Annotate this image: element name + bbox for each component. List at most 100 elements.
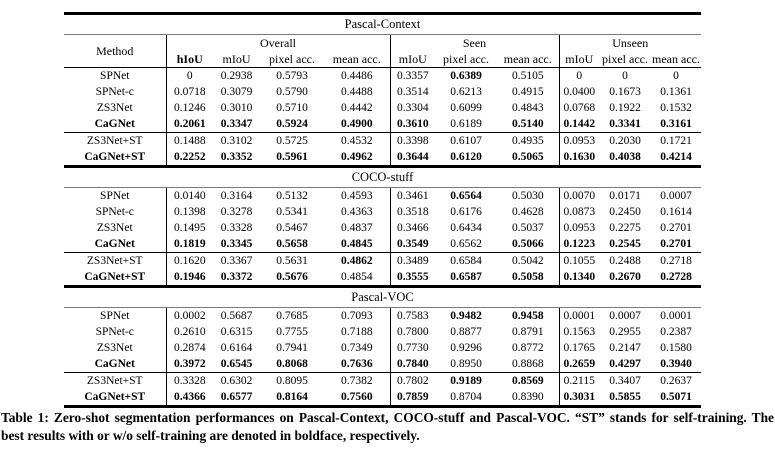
- value-cell: 0.2545: [609, 237, 641, 250]
- method-cell: CaGNet+ST: [64, 389, 167, 407]
- column-header: mIoU: [390, 51, 435, 68]
- value-cell: 0.6302: [213, 372, 260, 389]
- value-cell: 0.0768: [563, 101, 596, 114]
- column-header: mean acc.: [651, 51, 701, 68]
- value-cell: 0.4442: [324, 100, 391, 116]
- value-cell: 0.9189: [435, 372, 497, 389]
- value-cell: 0.1580: [660, 341, 692, 354]
- value-cell: 0.3407: [599, 372, 651, 389]
- value-cell: 0.1488: [166, 132, 213, 149]
- value-cell: 0.6176: [450, 205, 482, 218]
- value-cell: 0.1340: [563, 270, 596, 283]
- value-cell: 0.1223: [563, 237, 596, 250]
- group-label: Seen: [390, 34, 560, 51]
- section-title: Pascal-Context: [64, 12, 701, 35]
- column-header: mean acc.: [324, 51, 391, 68]
- value-cell: 0.4915: [497, 84, 560, 100]
- value-cell: 0.5855: [609, 390, 641, 403]
- value-cell: 0.2670: [609, 270, 641, 283]
- value-cell: 0.4593: [324, 187, 391, 204]
- value-cell: 0.9482: [450, 309, 482, 322]
- value-cell: 0.3398: [390, 132, 435, 149]
- value-cell: 0.0873: [563, 205, 596, 218]
- section-coco-stuff: COCO-stuff SPNet 0.0140 0.3164 0.5132 0.4593 0…: [64, 165, 701, 287]
- method-cell: ZS3Net+ST: [64, 132, 167, 149]
- value-cell: 0.1495: [173, 221, 206, 234]
- value-cell: 0.1721: [651, 132, 701, 149]
- value-cell: 0.2275: [609, 221, 641, 234]
- value-cell: 0.1922: [609, 101, 641, 114]
- value-cell: 0.1246: [173, 101, 206, 114]
- table-row: SPNet-c 0.0718 0.3079 0.5790 0.4488 0.3514 0.6…: [64, 84, 701, 100]
- section-title: Pascal-VOC: [64, 285, 701, 308]
- section-title: COCO-stuff: [64, 165, 701, 188]
- value-cell: 0.3357: [396, 69, 429, 82]
- value-cell: 0.8390: [497, 389, 560, 407]
- value-cell: 0.3304: [396, 101, 429, 114]
- value-cell: 0.0002: [173, 309, 206, 322]
- value-cell: 0.2701: [660, 221, 692, 234]
- value-cell: 0.1630: [563, 150, 596, 163]
- value-cell: 0.3489: [390, 252, 435, 269]
- value-cell: 0.7802: [390, 372, 435, 389]
- table-row: SPNet 0.0002 0.5687 0.7685 0.7093 0.7583 0.948…: [64, 307, 701, 324]
- section-title-row: Pascal-Context: [64, 12, 701, 35]
- value-cell: 0.1563: [563, 325, 596, 338]
- column-header: pixel acc.: [260, 51, 324, 68]
- method-header: Method: [64, 34, 167, 68]
- value-cell: 0.8877: [450, 325, 482, 338]
- value-cell: 0.1620: [166, 252, 213, 269]
- value-cell: 0.0953: [559, 132, 599, 149]
- method-cell: CaGNet: [64, 236, 167, 253]
- value-cell: 0.9296: [450, 341, 482, 354]
- value-cell: 0.3345: [220, 237, 253, 250]
- value-cell: 0.3102: [213, 132, 260, 149]
- table-row: SPNet-c 0.2610 0.6315 0.7755 0.7188 0.7800 0.8…: [64, 324, 701, 340]
- method-cell: ZS3Net: [64, 100, 167, 116]
- value-cell: 0.2030: [599, 132, 651, 149]
- value-cell: 0.7583: [396, 309, 429, 322]
- value-cell: 0.1614: [660, 205, 692, 218]
- method-cell: ZS3Net: [64, 340, 167, 356]
- column-header: pixel acc.: [435, 51, 497, 68]
- value-cell: 0.7800: [396, 325, 429, 338]
- value-cell: 0.4862: [324, 252, 391, 269]
- value-cell: 0.4935: [497, 132, 560, 149]
- value-cell: 0.8772: [497, 340, 560, 356]
- value-cell: 0.4366: [173, 390, 206, 403]
- value-cell: 0.8095: [260, 372, 324, 389]
- value-cell: 0.2061: [173, 117, 206, 130]
- value-cell: 0.4532: [324, 132, 391, 149]
- table-row: CaGNet+ST 0.1946 0.3372 0.5676 0.4854 0.3555 0…: [64, 269, 701, 287]
- value-cell: 0.5037: [497, 220, 560, 236]
- value-cell: 0.4837: [324, 220, 391, 236]
- value-cell: 0.5140: [497, 116, 560, 133]
- value-cell: 0.5042: [497, 252, 560, 269]
- value-cell: 0.1765: [563, 341, 596, 354]
- value-cell: 0.3372: [220, 270, 253, 283]
- value-cell: 0.1442: [563, 117, 596, 130]
- method-cell: ZS3Net+ST: [64, 252, 167, 269]
- value-cell: 0.7840: [396, 357, 429, 370]
- column-header: mean acc.: [497, 51, 560, 68]
- value-cell: 0.5631: [260, 252, 324, 269]
- value-cell: 0.1532: [660, 101, 692, 114]
- section-title-row: COCO-stuff: [64, 165, 701, 188]
- value-cell: 0.6577: [220, 390, 253, 403]
- value-cell: 0.2115: [559, 372, 599, 389]
- value-cell: 0.4962: [324, 149, 391, 167]
- value-cell: 0.0953: [563, 221, 596, 234]
- value-cell: 0.0001: [563, 309, 596, 322]
- value-cell: 0.6189: [450, 117, 482, 130]
- value-cell: 0.3514: [396, 85, 429, 98]
- table-row: ZS3Net 0.2874 0.6164 0.7941 0.7349 0.7730 0.92…: [64, 340, 701, 356]
- value-cell: 0.6564: [450, 189, 482, 202]
- value-cell: 0.4488: [324, 84, 391, 100]
- value-cell: 0.4843: [497, 100, 560, 116]
- value-cell: 0.5725: [260, 132, 324, 149]
- value-cell: 0: [186, 69, 193, 82]
- value-cell: 0.7636: [324, 356, 391, 373]
- table-row: CaGNet+ST 0.2252 0.3352 0.5961 0.4962 0.3644 0…: [64, 149, 701, 167]
- value-cell: 0.6434: [450, 221, 482, 234]
